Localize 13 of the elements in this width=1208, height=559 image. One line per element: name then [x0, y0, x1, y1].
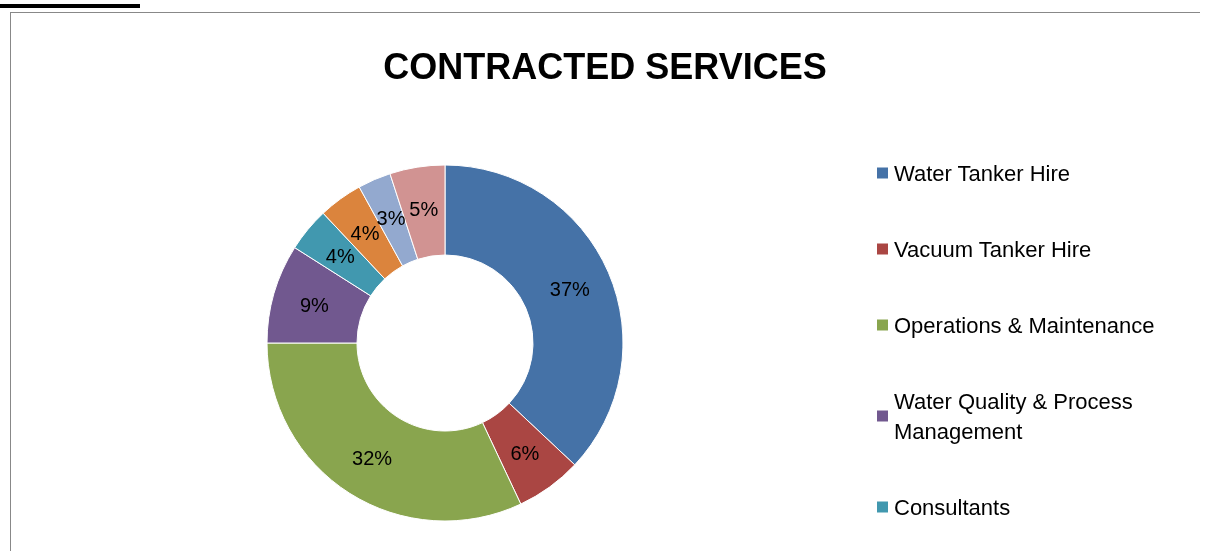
data-label: 5%: [409, 197, 439, 220]
legend-label: Vacuum Tanker Hire: [894, 236, 1092, 262]
data-label: 4%: [325, 245, 355, 268]
data-label: 9%: [299, 294, 330, 317]
data-label: 32%: [352, 446, 393, 469]
data-label: 3%: [376, 207, 406, 230]
data-label: 37%: [549, 277, 591, 300]
legend-label: Consultants: [894, 494, 1011, 520]
legend-label: Water Quality & Process Management: [894, 388, 1139, 444]
legend-label: Operations & Maintenance: [894, 312, 1155, 338]
legend-label: Water Tanker Hire: [894, 160, 1071, 186]
chart-title: CONTRACTED SERVICES: [383, 45, 827, 87]
data-label: 6%: [510, 442, 540, 465]
